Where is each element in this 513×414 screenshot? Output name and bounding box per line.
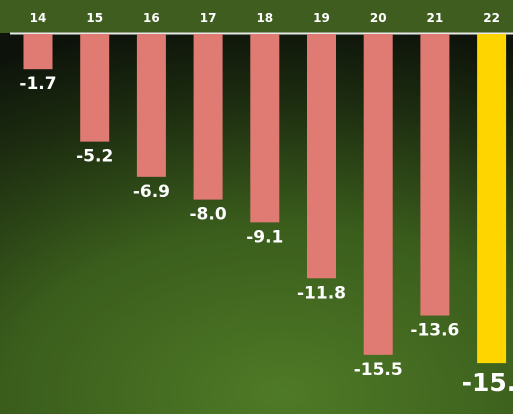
bar (420, 34, 450, 316)
data-label: -9.1 (246, 227, 283, 247)
data-label: -5.2 (76, 147, 113, 167)
x-tick-label: 22 (483, 11, 500, 25)
data-label: -13.6 (410, 321, 459, 341)
x-tick-label: 14 (30, 11, 47, 25)
x-tick-label: 21 (427, 11, 444, 25)
bar (363, 34, 393, 355)
x-tick-label: 20 (370, 11, 387, 25)
bar (307, 34, 336, 279)
data-label: -15.5 (354, 360, 403, 380)
chart-header-band (0, 0, 513, 33)
x-tick-label: 15 (86, 11, 103, 25)
x-tick-label: 16 (143, 11, 160, 25)
data-label-highlight: -15.9 (462, 368, 513, 397)
bar (193, 34, 223, 200)
bar (80, 34, 110, 142)
data-label: -1.7 (19, 74, 56, 94)
x-tick-label: 17 (200, 11, 217, 25)
bar-highlight (477, 34, 507, 364)
bar (136, 34, 166, 177)
data-label: -8.0 (190, 205, 227, 225)
bar (250, 34, 280, 223)
data-label: -11.8 (297, 283, 346, 303)
x-tick-label: 19 (313, 11, 330, 25)
data-label: -6.9 (133, 182, 170, 202)
bar (23, 34, 53, 70)
x-tick-label: 18 (256, 11, 273, 25)
